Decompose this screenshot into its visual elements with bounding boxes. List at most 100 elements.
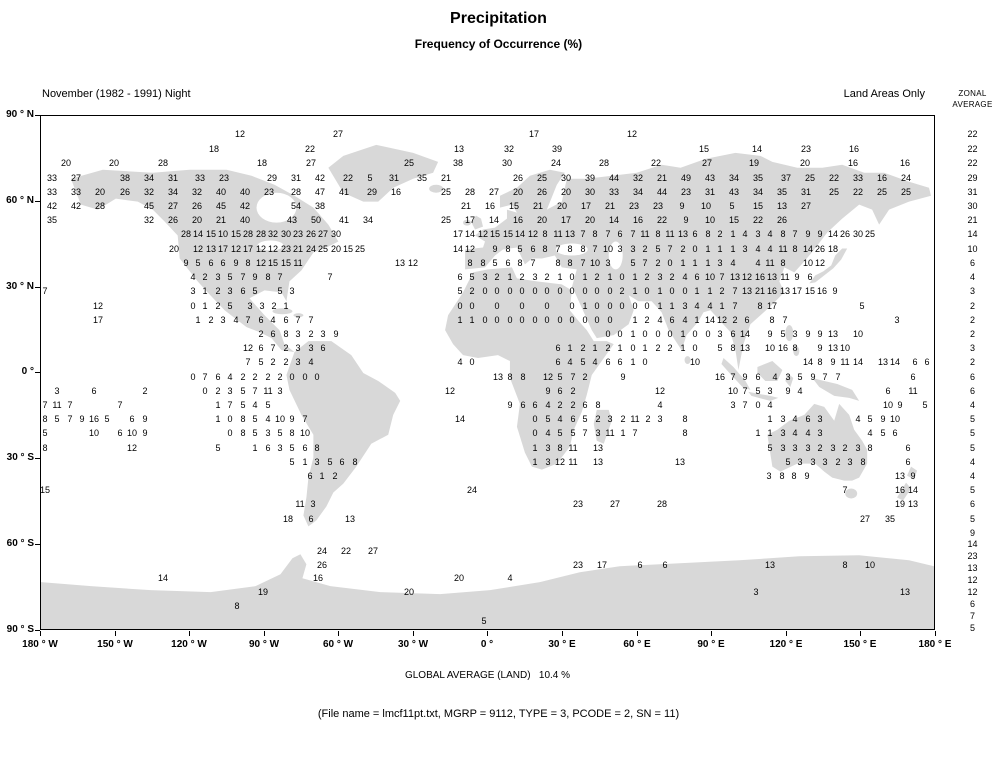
map-value: 15 (752, 201, 764, 211)
map-value: 11 (640, 229, 650, 239)
map-value: 6 (924, 357, 930, 367)
map-value: 31 (704, 187, 716, 197)
united-kingdom (471, 215, 484, 230)
map-value: 0 (544, 315, 550, 325)
map-value: 3 (742, 244, 748, 254)
map-value: 0 (569, 315, 575, 325)
map-value: 27 (332, 129, 344, 139)
map-value: 8 (779, 471, 785, 481)
map-value: 6 (215, 372, 221, 382)
map-value: 7 (732, 301, 738, 311)
map-value: 8 (655, 229, 661, 239)
global-average-label: GLOBAL AVERAGE (LAND) 10.4 % (404, 670, 571, 681)
map-value: 0 (457, 301, 463, 311)
map-value: 6 (637, 560, 643, 570)
map-value: 8 (42, 443, 48, 453)
map-value: 40 (239, 187, 251, 197)
map-value: 6 (807, 272, 813, 282)
map-value: 29 (266, 173, 278, 183)
map-value: 12 (92, 301, 104, 311)
map-value: 2 (215, 286, 221, 296)
map-value: 43 (704, 173, 716, 183)
longitude-label: 180 ° W (22, 639, 58, 650)
map-value: 18 (256, 158, 268, 168)
map-value: 9 (785, 386, 791, 396)
zonal-average-value: 13 (967, 563, 978, 573)
zonal-average-value: 31 (967, 187, 978, 197)
map-value: 6 (555, 357, 561, 367)
map-value: 8 (517, 258, 523, 268)
map-value: 5 (195, 258, 201, 268)
map-value: 5 (481, 616, 487, 626)
map-value: 1 (567, 343, 573, 353)
map-value: 4 (308, 357, 314, 367)
map-value: 9 (910, 471, 916, 481)
new-zealand-south (897, 482, 912, 501)
map-value: 4 (694, 301, 700, 311)
map-value: 4 (730, 258, 736, 268)
map-value: 35 (776, 187, 788, 197)
map-value: 6 (692, 229, 698, 239)
world-map (41, 144, 934, 629)
map-value: 8 (505, 244, 511, 254)
map-value: 7 (792, 229, 798, 239)
map-value: 13 (741, 286, 753, 296)
map-value: 21 (292, 244, 304, 254)
longitude-label: 60 ° E (623, 639, 651, 650)
map-value: 13 (564, 229, 576, 239)
map-value: 10 (700, 201, 712, 211)
map-value: 0 (705, 329, 711, 339)
map-value: 6 (270, 329, 276, 339)
map-value: 15 (502, 229, 514, 239)
map-value: 4 (772, 372, 778, 382)
map-value: 4 (755, 244, 761, 254)
map-value: 11 (263, 386, 273, 396)
map-value: 0 (619, 301, 625, 311)
latitude-label: 30 ° S (6, 452, 34, 463)
longitude-tick (115, 631, 116, 636)
map-value: 3 (766, 471, 772, 481)
map-value: 3 (532, 272, 538, 282)
map-value: 12 (477, 229, 489, 239)
map-value: 0 (227, 414, 233, 424)
map-value: 20 (584, 215, 596, 225)
map-value: 42 (70, 201, 82, 211)
map-value: 4 (867, 428, 873, 438)
map-value: 10 (126, 428, 138, 438)
map-value: 10 (602, 244, 614, 254)
map-value: 12 (654, 386, 666, 396)
map-value: 0 (630, 343, 636, 353)
zonal-average-value: 21 (967, 215, 978, 225)
map-value: 0 (617, 329, 623, 339)
map-value: 15 (508, 201, 520, 211)
map-value: 9 (492, 244, 498, 254)
map-value: 9 (142, 428, 148, 438)
map-value: 2 (595, 414, 601, 424)
map-value: 26 (316, 560, 328, 570)
map-value: 0 (494, 315, 500, 325)
map-value: 7 (730, 372, 736, 382)
map-value: 9 (832, 286, 838, 296)
map-value: 8 (769, 315, 775, 325)
zonal-average-value: 6 (969, 599, 975, 609)
map-value: 3 (482, 272, 488, 282)
map-value: 0 (594, 286, 600, 296)
map-value: 14 (739, 329, 751, 339)
map-value: 1 (319, 471, 325, 481)
map-value: 25 (864, 229, 876, 239)
longitude-label: 0 ° (480, 639, 494, 650)
map-value: 10 (589, 258, 601, 268)
map-value: 10 (802, 258, 814, 268)
map-value: 0 (469, 357, 475, 367)
map-value: 3 (314, 457, 320, 467)
zonal-average-value: 12 (967, 587, 978, 597)
map-value: 50 (310, 215, 322, 225)
map-value: 7 (782, 315, 788, 325)
map-value: 1 (717, 244, 723, 254)
map-value: 7 (240, 272, 246, 282)
map-value: 6 (283, 315, 289, 325)
map-value: 6 (265, 443, 271, 453)
map-value: 2 (619, 286, 625, 296)
map-value: 1 (620, 428, 626, 438)
longitude-tick (189, 631, 190, 636)
